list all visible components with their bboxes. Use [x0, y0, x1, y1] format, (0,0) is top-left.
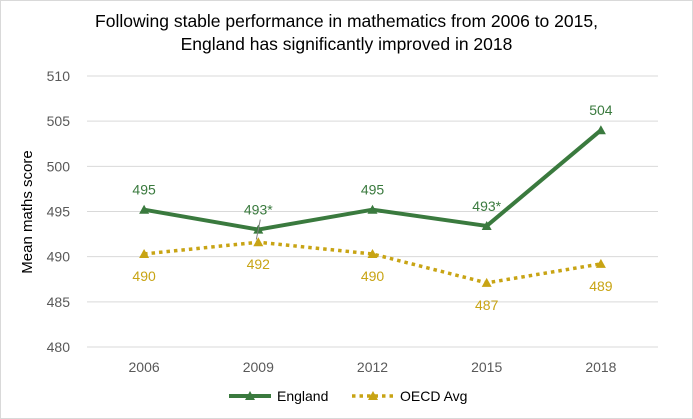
y-tick-label-500: 500: [47, 158, 71, 174]
x-tick-label-2012: 2012: [357, 359, 388, 375]
legend-label-oecd-avg: OECD Avg: [400, 388, 467, 404]
data-point-oecd-avg-2009: [253, 237, 264, 247]
series-line-england: [143, 128, 603, 232]
data-label-oecd-avg-2015: 487: [475, 297, 499, 313]
data-label-oecd-avg-2009: 492: [247, 256, 271, 272]
y-axis: 480 485 490 495 500 505 510: [47, 68, 71, 355]
legend: England OECD Avg: [229, 388, 467, 404]
data-label-england-2018: 504: [589, 102, 613, 118]
legend-marker-oecd-avg: [368, 391, 378, 400]
x-tick-label-2006: 2006: [129, 359, 160, 375]
data-label-oecd-avg-2012: 490: [361, 268, 385, 284]
legend-label-england: England: [277, 388, 328, 404]
y-tick-label-490: 490: [47, 249, 71, 265]
data-point-england-2006: [139, 204, 150, 214]
data-point-oecd-avg-2012: [367, 248, 378, 258]
chart-title: Following stable performance in mathemat…: [0, 10, 693, 56]
data-label-england-2006: 495: [132, 182, 156, 198]
data-label-oecd-avg-2018: 489: [589, 278, 613, 294]
y-tick-label-485: 485: [47, 294, 71, 310]
x-tick-label-2009: 2009: [243, 359, 274, 375]
y-tick-label-510: 510: [47, 68, 71, 84]
y-tick-label-480: 480: [47, 339, 71, 355]
data-label-oecd-avg-2006: 490: [132, 268, 156, 284]
chart-title-line-2: England has significantly improved in 20…: [180, 34, 513, 54]
leader-line-2009: [255, 219, 261, 240]
chart-title-line-1: Following stable performance in mathemat…: [95, 11, 598, 31]
data-labels: 495 493* 495 493* 504 490 492 490 487 489: [132, 102, 612, 313]
x-tick-label-2015: 2015: [471, 359, 502, 375]
legend-item-england: England: [229, 388, 328, 404]
series: [139, 125, 606, 287]
y-axis-title: Mean maths score: [19, 150, 36, 273]
data-point-england-2015: [481, 220, 492, 230]
data-point-england-2012: [367, 204, 378, 214]
data-label-england-2015: 493*: [472, 198, 501, 214]
data-point-oecd-avg-2015: [481, 277, 492, 287]
data-label-england-2012: 495: [361, 182, 385, 198]
x-axis: 2006 2009 2012 2015 2018: [129, 359, 617, 375]
y-tick-label-505: 505: [47, 113, 71, 129]
x-tick-label-2018: 2018: [585, 359, 616, 375]
data-point-oecd-avg-2006: [139, 248, 150, 258]
legend-item-oecd-avg: OECD Avg: [352, 388, 467, 404]
legend-marker-england: [245, 391, 255, 400]
data-point-england-2018: [595, 125, 606, 135]
data-label-england-2009: 493*: [244, 202, 273, 218]
series-line-oecd-avg: [143, 240, 602, 285]
data-point-oecd-avg-2018: [595, 258, 606, 268]
y-tick-label-495: 495: [47, 204, 71, 220]
